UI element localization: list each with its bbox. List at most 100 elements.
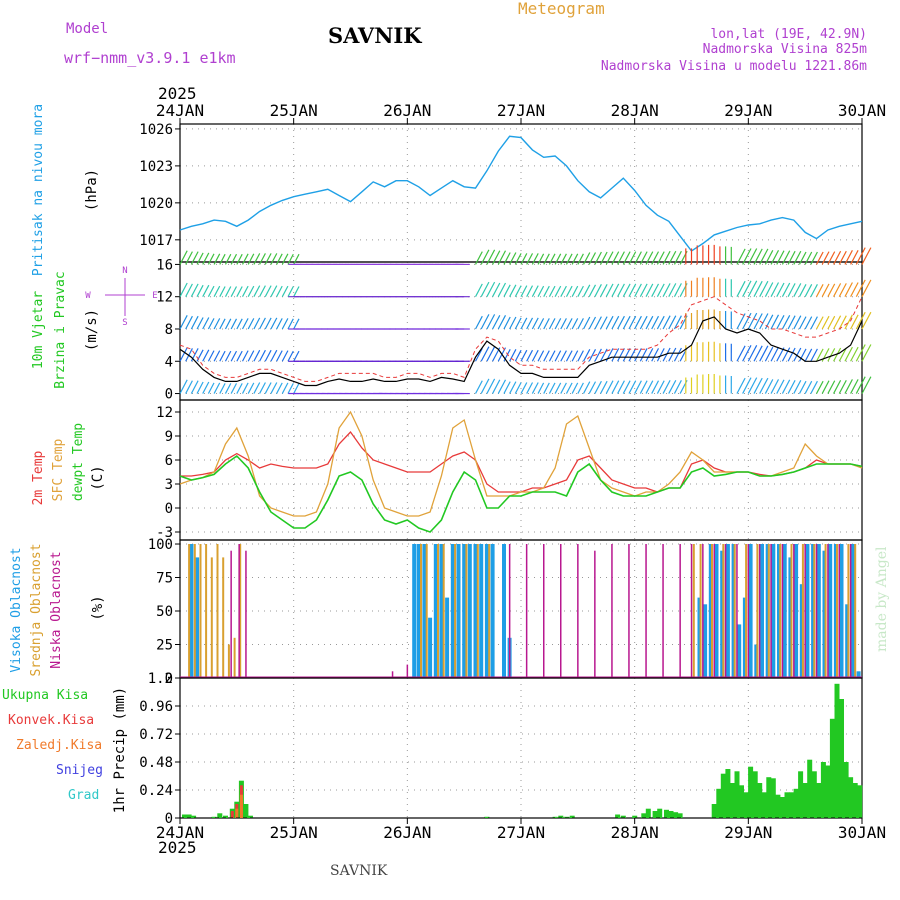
cloud-bar-high xyxy=(782,544,787,678)
precip-bar-convective xyxy=(230,811,234,818)
cloud-side-label-3: Niska Oblacnost xyxy=(49,551,64,668)
wind-arrow xyxy=(759,248,769,265)
wind-arrow xyxy=(577,285,584,297)
wind-arrow xyxy=(207,382,215,394)
wind-arrow xyxy=(662,250,671,265)
precip-bar-total xyxy=(711,804,717,818)
cloud-bar-mid xyxy=(205,544,208,678)
cloud-bar-high xyxy=(833,544,838,678)
wind-arrow xyxy=(798,348,807,362)
precip-bar-total xyxy=(564,816,569,818)
wind-arrow xyxy=(543,318,550,330)
elevation-text: Nadmorska Visina 825m xyxy=(703,42,868,57)
precip-bar-total xyxy=(757,783,763,818)
wind-arrow xyxy=(514,349,522,362)
bottom-date-axis: 24JAN 25JAN 26JAN 27JAN 28JAN 29JAN 30JAN xyxy=(156,818,886,842)
precip-bar-total xyxy=(668,811,674,818)
wind-arrow xyxy=(617,380,625,394)
wind-arrow xyxy=(645,283,654,297)
cloud-bar-high xyxy=(760,544,764,678)
wind-arrow xyxy=(639,348,648,362)
wind-arrow xyxy=(514,253,522,265)
cloud-bar-high xyxy=(439,544,444,678)
precip-bar-total xyxy=(802,783,808,818)
wind-arrow xyxy=(617,348,625,362)
wind-arrow xyxy=(190,251,199,265)
cloud-bar-mid xyxy=(425,544,428,678)
wind-arrow xyxy=(270,285,278,297)
wind-arrow xyxy=(293,383,300,394)
wind-arrow xyxy=(475,380,483,394)
cloud-bar-mid xyxy=(193,544,196,678)
wind-arrow xyxy=(770,379,780,394)
wind-arrow xyxy=(861,247,872,265)
wind-arrow xyxy=(509,252,517,265)
wind-arrow xyxy=(600,251,608,265)
wind-arrow xyxy=(219,253,226,265)
wind-arrow xyxy=(656,348,665,362)
wind-arrow xyxy=(276,382,283,394)
wind-arrow xyxy=(548,350,556,362)
wind-arrow xyxy=(480,346,490,362)
wind-arrow xyxy=(554,285,562,297)
wind-arrow xyxy=(497,250,507,265)
wind-arrow xyxy=(827,348,836,362)
cloud-bar-high xyxy=(845,604,850,678)
cloud-bar-high xyxy=(416,544,421,678)
wind-arrow xyxy=(861,311,872,330)
wind-frame xyxy=(179,261,863,401)
cloud-bar-low xyxy=(645,544,647,678)
bottom-date-label: 25JAN xyxy=(270,823,318,842)
wind-arrow xyxy=(736,280,746,297)
wind-arrow xyxy=(810,251,818,265)
wind-arrow xyxy=(475,315,483,330)
wind-arrow xyxy=(634,315,642,330)
wind-arrow xyxy=(855,376,866,394)
wind-arrow xyxy=(293,318,300,330)
wind-arrow xyxy=(668,283,677,297)
wind-arrow xyxy=(509,316,517,330)
cloud-bar-high xyxy=(428,617,433,678)
inset-west: W xyxy=(85,291,91,301)
wind-arrow xyxy=(503,381,511,394)
wind-arrow xyxy=(656,283,665,297)
wind-arrow xyxy=(645,348,654,362)
cloud-bar-mid xyxy=(824,544,827,678)
wind-arrow xyxy=(526,253,534,265)
wind-arrow xyxy=(747,377,758,394)
wind-arrow xyxy=(821,283,830,297)
wind-arrow xyxy=(543,350,550,362)
cloud-bar-mid xyxy=(233,637,236,678)
cloud-bar-high xyxy=(484,544,489,678)
wind-arrow xyxy=(560,350,567,362)
cloud-bar-high xyxy=(748,544,753,678)
wind-arrow xyxy=(281,382,289,394)
temperature-ytick-label: 3 xyxy=(165,477,173,493)
pressure-ytick-label: 1026 xyxy=(139,122,173,138)
wind-arrow xyxy=(202,349,210,362)
precip-bar-total xyxy=(632,815,638,818)
cloud-bar-high xyxy=(839,544,844,678)
wind-arrow xyxy=(816,348,824,362)
precip-bar-total xyxy=(191,815,197,818)
cloud-bar-high xyxy=(412,544,417,678)
wind-arrow xyxy=(827,251,836,265)
wind-arrow xyxy=(776,315,785,330)
precip-bar-total xyxy=(834,683,840,818)
wind-arrow xyxy=(480,314,490,330)
wind-arrow xyxy=(656,315,665,330)
wind-arrow xyxy=(207,285,215,297)
wind-arrow xyxy=(582,284,591,297)
cloud-bar-high xyxy=(811,544,816,678)
wind-arrow xyxy=(520,382,528,394)
wind-arrow xyxy=(264,349,272,362)
wind-arrow xyxy=(833,315,842,330)
precip-ytick-label: 0.24 xyxy=(139,783,173,799)
wind-arrow xyxy=(742,345,752,362)
wind-arrow xyxy=(190,315,199,330)
wind-arrow xyxy=(798,251,807,265)
wind-arrow xyxy=(656,251,665,265)
cloud-bar-low xyxy=(525,544,528,678)
wind-arrow xyxy=(571,382,579,394)
wind-arrow xyxy=(492,282,501,297)
